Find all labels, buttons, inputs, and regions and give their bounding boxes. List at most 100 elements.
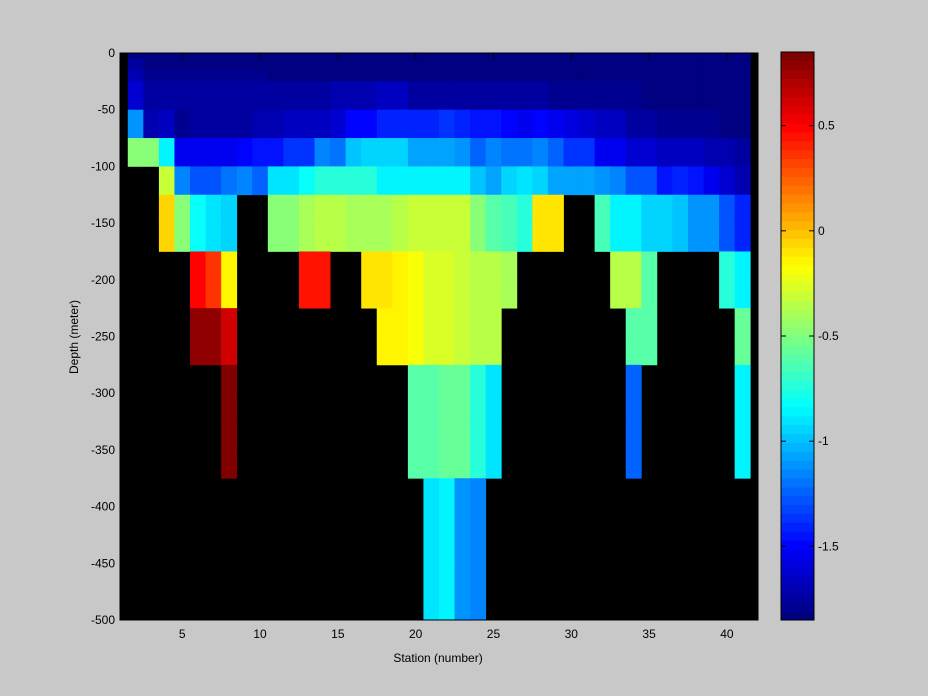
heatmap-cell — [361, 53, 378, 60]
heatmap-cell — [454, 506, 471, 536]
heatmap-cell — [127, 81, 144, 111]
heatmap-cell — [625, 393, 642, 422]
heatmap-cell — [501, 53, 518, 60]
colorbar-step — [781, 140, 814, 151]
heatmap-cell — [127, 53, 144, 60]
heatmap-cell — [252, 109, 269, 139]
heatmap-cell — [392, 109, 409, 139]
heatmap-cell — [376, 58, 393, 71]
heatmap-cell — [719, 251, 736, 281]
heatmap-cell — [205, 251, 222, 281]
heatmap-cell — [143, 53, 160, 60]
heatmap-cell — [330, 166, 347, 196]
x-tick-label: 40 — [720, 627, 734, 641]
heatmap-cell — [501, 138, 518, 167]
heatmap-cell — [734, 166, 751, 196]
heatmap-cell — [687, 81, 704, 111]
heatmap-cell — [423, 58, 440, 71]
heatmap-cell — [236, 166, 253, 196]
heatmap-cell — [485, 109, 502, 139]
heatmap-cell — [501, 70, 518, 82]
heatmap-cell — [314, 58, 331, 71]
heatmap-cell — [703, 109, 720, 139]
heatmap-cell — [143, 58, 160, 71]
heatmap-cell — [298, 194, 315, 224]
colorbar-step — [781, 185, 814, 195]
heatmap-cell — [454, 194, 471, 224]
heatmap-cell — [532, 58, 549, 71]
heatmap-cell — [734, 58, 751, 71]
heatmap-cell — [423, 53, 440, 60]
heatmap-cell — [470, 81, 487, 111]
heatmap-cell — [439, 138, 455, 167]
heatmap-cell — [407, 109, 424, 139]
heatmap-cell — [361, 194, 378, 224]
heatmap-cell — [205, 194, 222, 224]
heatmap-cell — [221, 53, 238, 60]
heatmap-cell — [547, 223, 564, 252]
heatmap-cell — [625, 58, 642, 71]
heatmap-cell — [734, 393, 751, 422]
heatmap-cell — [361, 279, 378, 309]
heatmap-cell — [158, 70, 175, 82]
heatmap-cell — [298, 81, 315, 111]
heatmap-cell — [190, 308, 206, 337]
colorbar-tick-label: -1 — [818, 434, 829, 448]
heatmap-cell — [205, 53, 222, 60]
heatmap-cell — [610, 251, 627, 281]
heatmap-cell — [392, 53, 409, 60]
heatmap-cell — [594, 109, 611, 139]
heatmap-cell — [407, 393, 424, 422]
heatmap-cell — [470, 53, 487, 60]
heatmap-cell — [158, 166, 175, 196]
heatmap-cell — [687, 109, 704, 139]
heatmap-cell — [330, 58, 347, 71]
heatmap-cell — [625, 53, 642, 60]
heatmap-cell — [298, 109, 315, 139]
x-axis-label: Station (number) — [393, 651, 482, 665]
x-tick-label: 10 — [253, 627, 267, 641]
heatmap-cell — [454, 478, 471, 507]
heatmap-cell — [221, 279, 238, 309]
heatmap-cell — [579, 138, 596, 167]
heatmap-cell — [719, 70, 736, 82]
heatmap-cell — [454, 109, 471, 139]
heatmap-cell — [439, 364, 455, 394]
heatmap-cell — [361, 58, 378, 71]
y-tick-label: -450 — [91, 556, 115, 570]
colorbar-step — [781, 424, 814, 435]
heatmap-cell — [361, 138, 378, 167]
colorbar-step — [781, 433, 814, 444]
heatmap-cell — [454, 308, 471, 337]
heatmap-cell — [470, 563, 487, 593]
heatmap-cell — [423, 478, 440, 507]
heatmap-cell — [734, 223, 751, 252]
heatmap-cell — [392, 194, 409, 224]
colorbar-step — [781, 549, 814, 559]
x-tick-label: 35 — [642, 627, 656, 641]
heatmap-cell — [221, 364, 238, 394]
heatmap-cell — [625, 166, 642, 196]
heatmap-cell — [516, 166, 533, 196]
heatmap-cell — [734, 421, 751, 451]
heatmap-cell — [532, 223, 549, 252]
heatmap-cell — [407, 251, 424, 281]
heatmap-cell — [610, 70, 627, 82]
heatmap-cell — [158, 81, 175, 111]
heatmap-cell — [610, 53, 627, 60]
heatmap-cell — [610, 109, 627, 139]
heatmap-cell — [719, 81, 736, 111]
heatmap-cell — [158, 53, 175, 60]
heatmap-cell — [625, 109, 642, 139]
heatmap-cell — [485, 194, 502, 224]
heatmap-cell — [330, 81, 347, 111]
heatmap-cell — [190, 223, 206, 252]
heatmap-cell — [174, 70, 191, 82]
heatmap-cell — [485, 279, 502, 309]
heatmap-cell — [439, 166, 455, 196]
heatmap-cell — [190, 109, 206, 139]
y-tick-label: -300 — [91, 386, 115, 400]
heatmap-cell — [205, 58, 222, 71]
heatmap-cell — [252, 166, 269, 196]
y-tick-label: -400 — [91, 500, 115, 514]
